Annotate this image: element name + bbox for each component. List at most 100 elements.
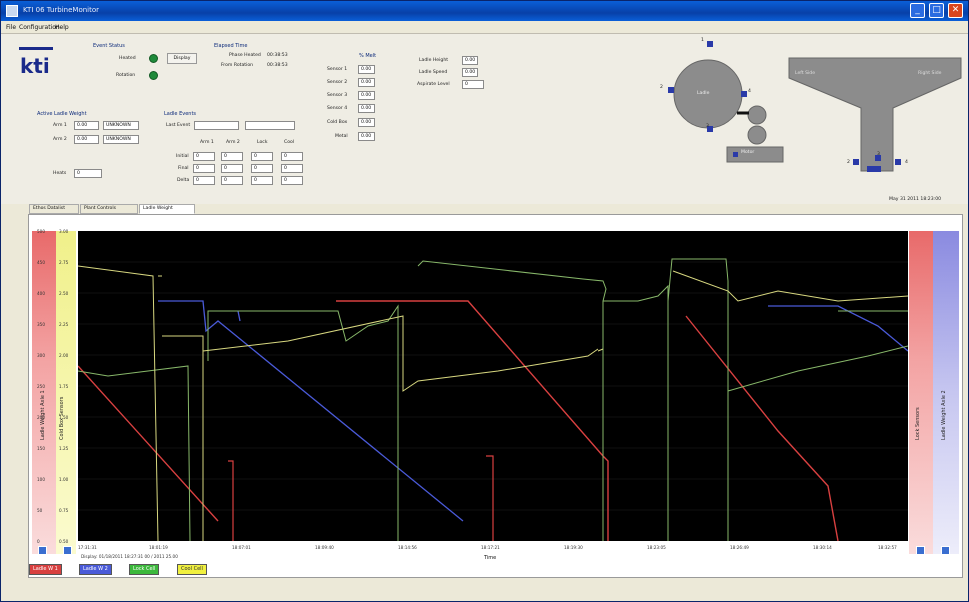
row-delta: Delta [177,178,190,183]
y-diagram [788,57,962,172]
axis-tick: 400 [37,291,45,296]
title-bar[interactable]: KTI 06 TurbineMonitor _ □ ✕ [1,1,968,21]
aspirate-level-label: Aspirate Level [417,82,450,87]
plot-area[interactable] [77,231,909,542]
legend-cool-cell[interactable]: Cool Cell [177,564,207,575]
chart-status: Display: 01/18/2011 18:27:31 00 / 2011 2… [81,554,178,559]
trace-lock-sensor [77,258,909,542]
maximize-button[interactable]: □ [929,3,944,18]
trace-ladle-weight-2 [158,300,909,522]
rotation-led [149,71,158,80]
tab-plant-controls[interactable]: Plant Controls [80,204,138,214]
close-button[interactable]: ✕ [948,3,963,18]
weight-header: Active Ladle Weight [37,111,87,117]
axis-tick: 150 [37,446,45,451]
pos-4: 4 [748,89,751,94]
pos-2: 2 [660,85,663,90]
arm-1-weight: 0.00 [74,121,99,130]
axis-tick: 2.00 [59,353,69,358]
control-panel: kti Event Status Heated Rotation Display… [1,34,968,204]
x-axis-label: Time [484,555,497,561]
trace-ladle-weight-1 [77,300,839,542]
rot-elapsed-value: 00:38:53 [267,63,288,68]
axis-tick: 2.25 [59,322,69,327]
legend-ladle-w2[interactable]: Ladle W 2 [79,564,112,575]
metal-value: 0.00 [358,132,375,141]
right2-zoom-icon[interactable] [941,546,950,555]
axis-tick: 0 [37,539,40,544]
menu-configuration[interactable]: Configuration [19,24,60,31]
left-axis-coldbox[interactable] [56,231,76,554]
last-event-box1 [194,121,239,130]
x-tick: 18:07:01 [232,545,251,550]
minimize-button[interactable]: _ [910,3,925,18]
event-status-header: Event Status [93,43,125,49]
cold-box-label: Cold Box [327,120,348,125]
heated-led [149,54,158,63]
heat-elapsed-value: 00:38:53 [267,53,288,58]
melt-header: % Melt [359,53,377,59]
axis-tick: 200 [37,415,45,420]
axis-tick: 450 [37,260,45,265]
delta-lock: 0 [251,176,273,185]
left-axis-weight[interactable] [32,231,56,554]
y-pos-3: 3 [877,152,880,157]
final-arm2: 0 [221,164,243,173]
heat-elapsed-label: Phase Heated [229,53,261,58]
col-arm2: Arm 2 [226,140,240,145]
tab-ethos-datalist[interactable]: Ethos Datalist [29,204,79,214]
right-axis2-label: Lock Sensors [915,407,921,440]
sensor-4-value: 0.00 [358,104,375,113]
legend-lock-cell[interactable]: Lock Cell [129,564,160,575]
axis-tick: 1.25 [59,446,69,451]
last-event-box2 [245,121,295,130]
kti-logo: kti [19,47,53,77]
sensor-1-value: 0.00 [358,65,375,74]
heats-value: 0 [74,169,102,178]
ladle-height-value: 0.00 [462,56,478,65]
axis-tick: 1.00 [59,477,69,482]
axis-tick: 250 [37,384,45,389]
left-zoom-icon[interactable] [38,546,47,555]
events-header: Ladle Events [164,111,197,117]
left2-zoom-icon[interactable] [63,546,72,555]
col-cool: Cool [284,140,295,145]
heats-label: Heats [53,171,67,176]
sensor-2-label: Sensor 2 [327,80,348,85]
y-pos-4: 4 [905,160,908,165]
right-axis-weight2[interactable] [933,231,959,554]
right-side-label: Right Side [918,71,942,76]
x-tick: 18:19:30 [564,545,583,550]
arm-1-label: Arm 1 [53,123,67,128]
arm-2-label: Arm 2 [53,137,67,142]
delta-arm1: 0 [193,176,215,185]
final-cool: 0 [281,164,303,173]
rot-elapsed-label: From Rotation [221,63,254,68]
display-button[interactable]: Display [167,53,197,64]
initial-arm2: 0 [221,152,243,161]
tab-ladle-weight[interactable]: Ladle Weight [139,204,195,214]
metal-label: Metal [335,134,348,139]
pos-3: 3 [706,124,709,129]
axis-tick: 0.75 [59,508,69,513]
axis-tick: 0.50 [59,539,69,544]
heated-label: Heated [119,56,136,61]
axis-tick: 2.75 [59,260,69,265]
x-tick: 18:17:21 [481,545,500,550]
right-zoom-icon[interactable] [916,546,925,555]
row-initial: Initial [176,154,189,159]
final-arm1: 0 [193,164,215,173]
menu-help[interactable]: Help [55,24,69,31]
menu-file[interactable]: File [6,24,17,31]
final-lock: 0 [251,164,273,173]
col-arm1: Arm 1 [200,140,214,145]
arm-2-weight: 0.00 [74,135,99,144]
right-axis-lock[interactable] [909,231,933,554]
plot-svg [77,258,909,542]
ladle-speed-value: 0.00 [462,68,478,77]
ladle-speed-label: Ladle Speed [419,70,448,75]
left-side-label: Left Side [795,71,816,76]
axis-tick: 3.00 [59,229,69,234]
legend-ladle-w1[interactable]: Ladle W 1 [29,564,62,575]
